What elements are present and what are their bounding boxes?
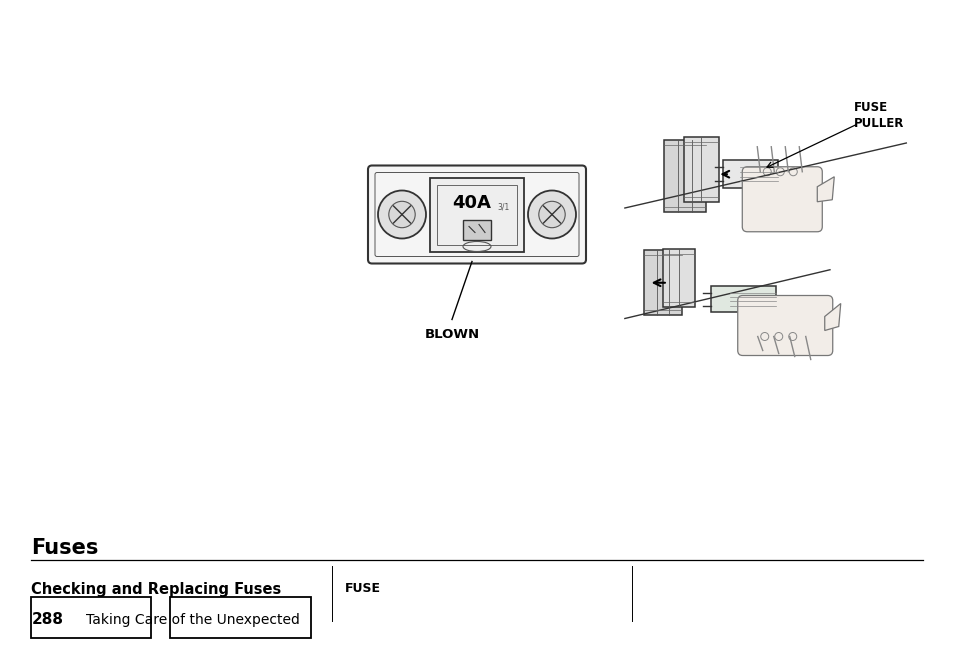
Circle shape [538, 202, 564, 228]
Circle shape [762, 168, 770, 176]
Circle shape [776, 168, 783, 176]
Text: Fuses: Fuses [31, 538, 99, 558]
Text: Taking Care of the Unexpected: Taking Care of the Unexpected [86, 612, 299, 627]
FancyBboxPatch shape [430, 177, 523, 252]
Bar [683, 136, 718, 202]
Text: 288: 288 [31, 612, 64, 627]
Circle shape [760, 333, 768, 341]
FancyBboxPatch shape [737, 296, 832, 356]
Circle shape [377, 190, 426, 239]
Circle shape [527, 190, 576, 239]
Polygon shape [817, 177, 834, 202]
FancyBboxPatch shape [368, 166, 585, 263]
Text: BLOWN: BLOWN [424, 328, 479, 341]
Bar [170, 597, 311, 638]
Text: 3/1: 3/1 [497, 202, 509, 211]
Text: FUSE: FUSE [345, 582, 381, 595]
Polygon shape [824, 304, 840, 330]
Bar [710, 286, 775, 312]
Bar [663, 140, 705, 211]
Circle shape [774, 333, 781, 341]
Text: 40A: 40A [452, 194, 491, 211]
Text: Checking and Replacing Fuses: Checking and Replacing Fuses [31, 582, 281, 597]
Circle shape [788, 168, 797, 176]
Text: FUSE
PULLER: FUSE PULLER [853, 101, 903, 130]
Bar [31, 597, 151, 638]
Bar [643, 250, 681, 315]
Circle shape [389, 202, 415, 228]
Bar [462, 220, 491, 239]
Bar [722, 160, 778, 188]
Circle shape [788, 333, 796, 341]
Bar [662, 249, 695, 307]
FancyBboxPatch shape [741, 167, 821, 232]
